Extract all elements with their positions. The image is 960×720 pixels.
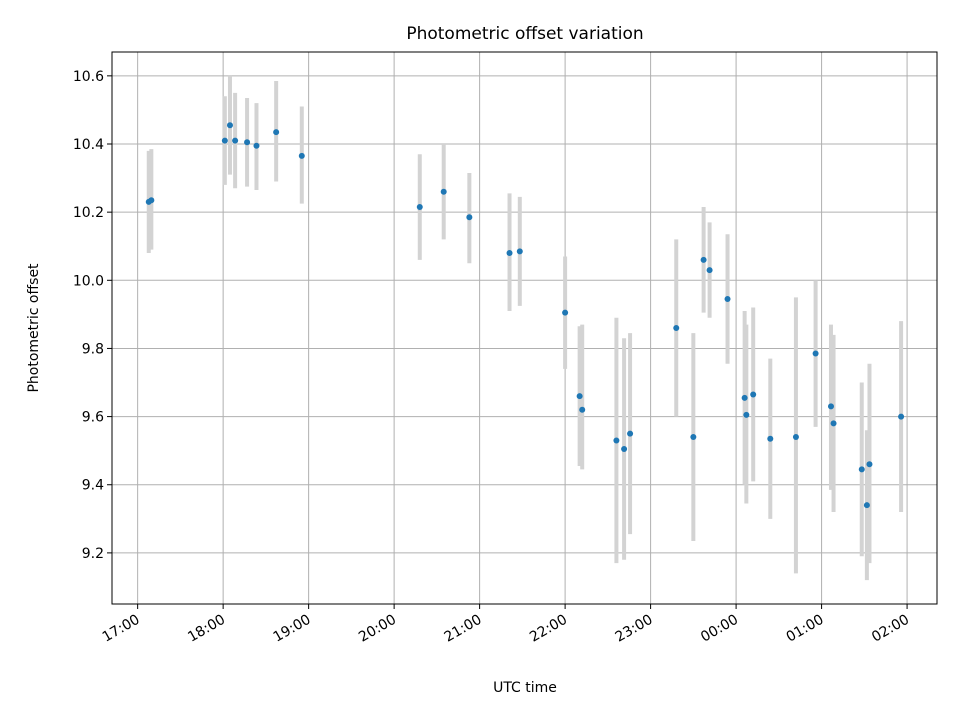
data-point [148,197,155,204]
data-point [741,394,748,401]
data-point [576,393,583,400]
data-point [621,445,628,452]
data-point [627,430,634,437]
data-point [506,250,513,257]
data-point [792,434,799,441]
data-point [830,420,837,427]
data-point [244,139,251,146]
data-point [298,152,305,159]
data-point [706,267,713,274]
data-point [466,214,473,221]
data-point [221,137,228,144]
data-point [898,413,905,420]
y-tick-label: 10.0 [73,273,104,289]
y-tick-label: 10.6 [73,69,104,85]
data-points [145,122,905,509]
data-point [863,502,870,509]
data-point [273,129,280,136]
data-point [562,309,569,316]
data-point [750,391,757,398]
y-tick-label: 9.8 [82,341,104,357]
data-point [416,204,423,211]
y-tick-label: 9.6 [82,410,104,426]
data-point [743,411,750,418]
data-point [226,122,233,129]
data-point [700,256,707,263]
y-tick-label: 10.2 [73,205,104,221]
chart-title: Photometric offset variation [406,24,643,44]
grid-lines [112,52,937,604]
data-point [516,248,523,255]
data-point [579,406,586,413]
y-axis-label: Photometric offset [26,263,42,393]
data-point [613,437,620,444]
data-point [866,461,873,468]
data-point [724,296,731,303]
data-point [253,142,260,149]
data-point [690,434,697,441]
x-axis-label: UTC time [493,680,557,696]
y-tick-label: 10.4 [73,137,104,153]
y-axis-ticks: 9.2 9.4 9.6 9.8 10.0 10.2 10.4 10.6 [73,69,112,562]
plot-frame [111,51,938,605]
data-point [440,188,447,195]
y-tick-label: 9.2 [82,546,104,562]
data-point [673,325,680,331]
data-point [858,466,865,473]
data-point [232,137,239,144]
data-point [827,403,834,410]
data-point [767,435,774,442]
data-point [812,350,819,357]
y-tick-label: 9.4 [82,478,104,494]
